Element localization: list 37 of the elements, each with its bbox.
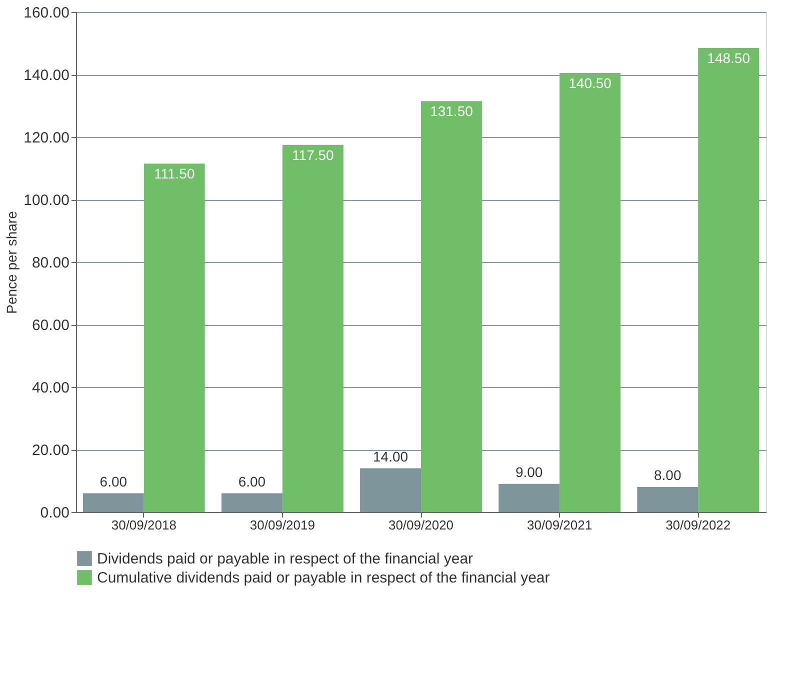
bar [498, 484, 560, 512]
legend-label: Dividends paid or payable in respect of the financial year [97, 550, 474, 568]
data-label: 140.50 [568, 74, 612, 91]
y-tick-label: 40.00 [32, 380, 70, 396]
bar [221, 493, 282, 512]
x-tick-label: 30/09/2020 [388, 518, 454, 532]
x-tick-label: 30/09/2019 [250, 518, 315, 532]
x-tick-label: 30/09/2018 [111, 518, 176, 532]
y-tick-label: 0.00 [40, 504, 70, 522]
data-label: 117.50 [292, 146, 334, 163]
legend-label: Cumulative dividends paid or payable in respect of the financial year [97, 570, 550, 586]
data-label: 6.00 [100, 473, 128, 490]
data-label: 6.00 [238, 473, 266, 490]
bar [560, 72, 621, 512]
x-tick-label: 30/09/2021 [527, 518, 592, 532]
y-tick-label: 80.00 [32, 254, 70, 272]
bar [82, 493, 144, 512]
data-label: 14.00 [372, 448, 408, 464]
y-tick-label: 160.00 [24, 4, 70, 22]
data-label: 8.00 [654, 467, 682, 483]
x-tick-label: 30/09/2022 [666, 518, 731, 532]
bar [144, 164, 205, 512]
bar [421, 101, 482, 512]
y-tick-label: 20.00 [32, 442, 70, 459]
data-label: 111.50 [154, 166, 195, 182]
bar [360, 468, 421, 512]
bar [637, 487, 698, 512]
data-label: 131.50 [430, 103, 474, 120]
bar [698, 48, 760, 512]
data-label: 148.50 [707, 50, 750, 66]
data-label: 9.00 [515, 464, 543, 480]
y-tick-label: 60.00 [32, 317, 70, 334]
y-tick-label: 100.00 [24, 192, 70, 209]
y-tick-label: 140.00 [24, 67, 70, 84]
y-axis-title: Pence per share [4, 210, 20, 314]
bar [282, 144, 344, 512]
y-tick-label: 120.00 [24, 130, 70, 146]
